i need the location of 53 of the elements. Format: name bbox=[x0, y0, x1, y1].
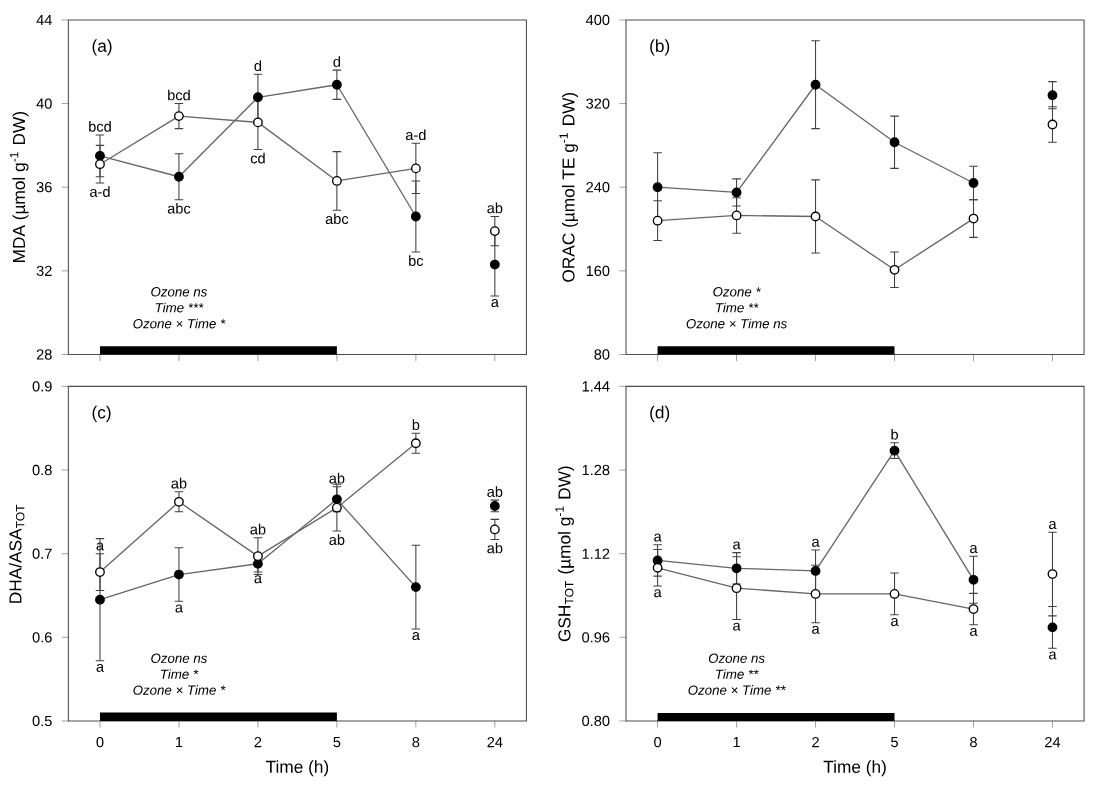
point bbox=[810, 589, 821, 600]
text: (d) bbox=[650, 406, 670, 423]
point bbox=[1047, 119, 1058, 130]
text: (c) bbox=[92, 406, 111, 423]
y-axis-title: DHA/ASA$_{TOT}$ bbox=[8, 505, 25, 604]
point bbox=[489, 226, 500, 237]
point bbox=[95, 159, 105, 170]
point bbox=[489, 524, 500, 535]
y-axis-title: GSH$_{TOT}$ (µmol g$^{-1}$ DW) bbox=[555, 466, 574, 642]
point bbox=[410, 582, 421, 593]
point bbox=[652, 216, 663, 226]
text: (a) bbox=[92, 39, 112, 56]
point bbox=[1047, 622, 1058, 633]
y-axis-title: MDA (µmol g$^{-1}$ DW) bbox=[9, 112, 29, 263]
point bbox=[331, 80, 342, 91]
point bbox=[731, 187, 742, 198]
point bbox=[810, 80, 821, 91]
point bbox=[95, 595, 105, 605]
point bbox=[889, 265, 900, 276]
point bbox=[331, 494, 342, 505]
text: (b) bbox=[650, 39, 670, 56]
point bbox=[252, 117, 263, 128]
point bbox=[968, 575, 979, 586]
point bbox=[174, 497, 184, 508]
point bbox=[410, 163, 421, 174]
point bbox=[95, 567, 105, 578]
point bbox=[652, 563, 663, 574]
point bbox=[731, 583, 742, 594]
point bbox=[731, 563, 742, 574]
point bbox=[489, 260, 500, 270]
point bbox=[174, 111, 184, 122]
x-axis-title: Time (h) bbox=[823, 760, 886, 777]
point bbox=[968, 604, 979, 615]
point bbox=[968, 214, 979, 224]
point bbox=[252, 92, 263, 103]
point bbox=[889, 137, 900, 148]
point bbox=[968, 178, 979, 189]
point bbox=[331, 503, 342, 513]
point bbox=[1047, 90, 1058, 101]
point bbox=[810, 566, 821, 577]
point bbox=[252, 551, 263, 562]
point bbox=[410, 211, 421, 222]
point bbox=[174, 172, 184, 183]
point bbox=[410, 438, 421, 449]
y-axis-title: ORAC (µmol TE g$^{-1}$ DW) bbox=[559, 93, 579, 283]
point bbox=[652, 182, 663, 193]
point bbox=[731, 210, 742, 221]
point bbox=[1047, 569, 1058, 580]
point bbox=[174, 570, 184, 580]
point bbox=[889, 589, 900, 600]
point bbox=[331, 176, 342, 187]
x-axis-title: Time (h) bbox=[265, 760, 329, 777]
point bbox=[810, 211, 821, 222]
